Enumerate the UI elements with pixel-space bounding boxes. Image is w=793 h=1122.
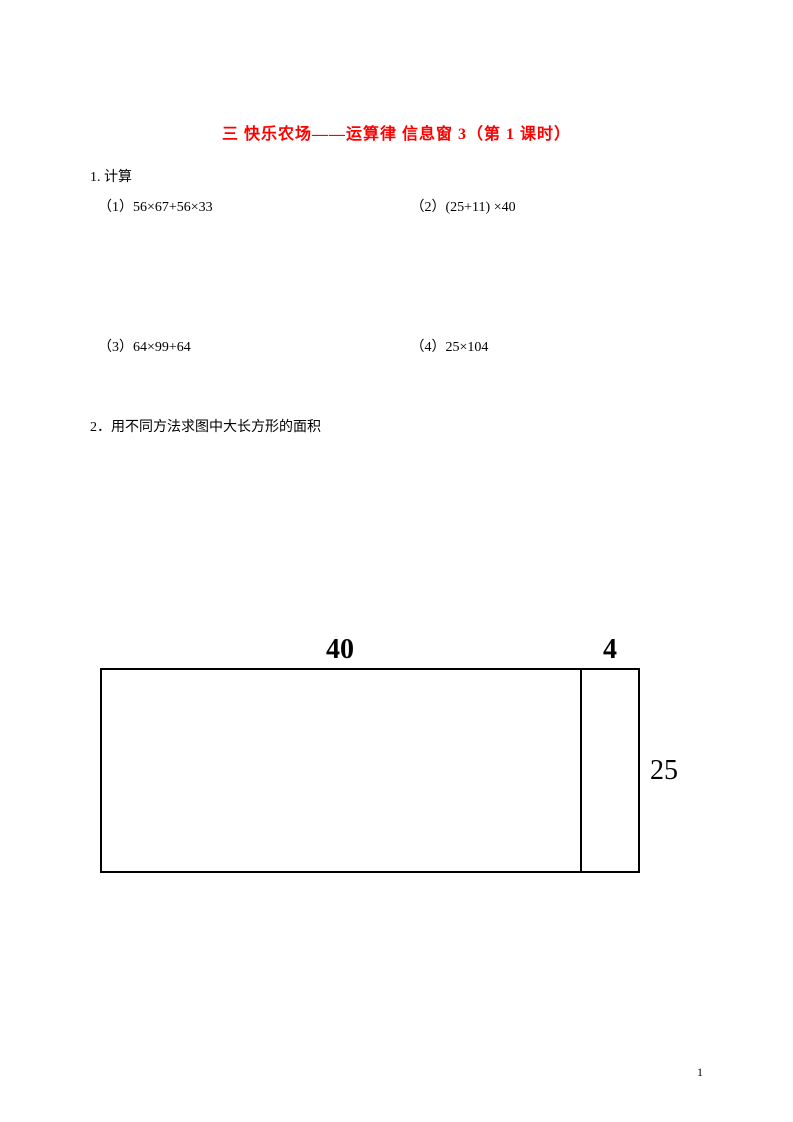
q2-heading: 2．用不同方法求图中大长方形的面积 bbox=[90, 416, 703, 436]
rectangle-divider bbox=[580, 668, 582, 873]
q1-item-1: （1）56×67+56×33 bbox=[90, 196, 391, 216]
top-dimensions: 40 4 bbox=[100, 636, 660, 664]
page-title: 三 快乐农场——运算律 信息窗 3（第 1 课时） bbox=[90, 120, 703, 144]
worksheet-page: 三 快乐农场——运算律 信息窗 3（第 1 课时） 1. 计算 （1）56×67… bbox=[0, 0, 793, 1122]
q1-heading: 1. 计算 bbox=[90, 166, 703, 186]
rectangle-diagram: 40 4 25 bbox=[100, 636, 660, 873]
rectangle-outer-border bbox=[100, 668, 640, 873]
q1-item-2: （2）(25+11) ×40 bbox=[391, 196, 704, 216]
rectangle-box: 25 bbox=[100, 668, 640, 873]
q1-item-4: （4）25×104 bbox=[391, 336, 704, 356]
dim-left-width: 40 bbox=[100, 636, 580, 664]
q1-row-1: （1）56×67+56×33 （2）(25+11) ×40 bbox=[90, 196, 703, 216]
page-number: 1 bbox=[697, 1065, 703, 1080]
dim-height: 25 bbox=[650, 755, 678, 787]
q1-row-2: （3）64×99+64 （4）25×104 bbox=[90, 336, 703, 356]
q1-item-3: （3）64×99+64 bbox=[90, 336, 391, 356]
dim-right-width: 4 bbox=[580, 636, 640, 664]
page-title-text: 三 快乐农场——运算律 信息窗 3（第 1 课时） bbox=[222, 126, 571, 143]
